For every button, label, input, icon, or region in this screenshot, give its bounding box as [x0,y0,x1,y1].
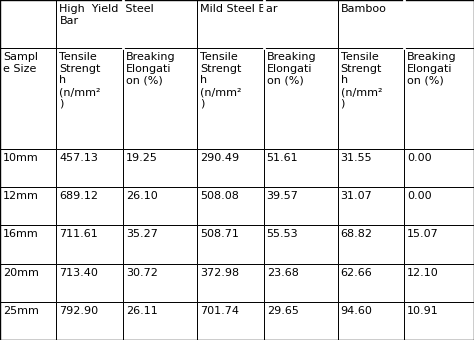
Text: 31.07: 31.07 [340,191,372,201]
Text: 62.66: 62.66 [340,268,372,277]
Text: Tensile
Strengt
h
(n/mm²
): Tensile Strengt h (n/mm² ) [200,52,241,109]
Bar [123,48,197,149]
Text: 12mm: 12mm [3,191,39,201]
Text: 711.61: 711.61 [59,229,98,239]
Bar [123,149,197,187]
Text: 0.00: 0.00 [407,191,432,201]
Text: 15.07: 15.07 [407,229,439,239]
Bar [123,302,197,340]
Bar [337,149,404,187]
Text: 23.68: 23.68 [267,268,299,277]
Bar [337,225,404,264]
Text: 508.71: 508.71 [200,229,239,239]
Bar [56,0,197,48]
Text: Tensile
Strengt
h
(n/mm²
): Tensile Strengt h (n/mm² ) [340,52,382,109]
Bar [56,187,123,225]
Bar [123,225,197,264]
Bar [197,149,264,187]
Text: 35.27: 35.27 [126,229,158,239]
Bar [56,302,123,340]
Bar [404,264,474,302]
Text: 290.49: 290.49 [200,153,239,163]
Bar [404,302,474,340]
Text: Sampl
e Size: Sampl e Size [3,52,38,74]
Text: Breaking
Elongati
on (%): Breaking Elongati on (%) [126,52,176,85]
Text: 51.61: 51.61 [267,153,298,163]
Text: 508.08: 508.08 [200,191,239,201]
Bar [0,225,56,264]
Text: 16mm: 16mm [3,229,39,239]
Bar [404,149,474,187]
Text: 713.40: 713.40 [59,268,98,277]
Text: 29.65: 29.65 [267,306,299,316]
Bar [264,264,337,302]
Text: Bamboo: Bamboo [340,4,386,14]
Text: 19.25: 19.25 [126,153,158,163]
Bar [56,264,123,302]
Text: 10.91: 10.91 [407,306,439,316]
Bar [404,225,474,264]
Text: Breaking
Elongati
on (%): Breaking Elongati on (%) [267,52,316,85]
Bar [264,149,337,187]
Text: 457.13: 457.13 [59,153,98,163]
Bar [404,187,474,225]
Bar [197,264,264,302]
Bar [337,0,474,48]
Bar [337,264,404,302]
Bar [197,0,337,48]
Text: Breaking
Elongati
on (%): Breaking Elongati on (%) [407,52,457,85]
Bar [337,187,404,225]
Text: High  Yield  Steel
Bar: High Yield Steel Bar [59,4,154,26]
Bar [0,264,56,302]
Bar [0,302,56,340]
Text: 25mm: 25mm [3,306,39,316]
Text: 0.00: 0.00 [407,153,432,163]
Bar [264,225,337,264]
Text: 26.10: 26.10 [126,191,158,201]
Bar [0,149,56,187]
Bar [197,302,264,340]
Bar [264,48,337,149]
Bar [123,187,197,225]
Bar [56,149,123,187]
Text: 26.11: 26.11 [126,306,158,316]
Text: 39.57: 39.57 [267,191,299,201]
Bar [337,48,404,149]
Text: 689.12: 689.12 [59,191,99,201]
Bar [0,48,56,149]
Bar [123,264,197,302]
Text: 372.98: 372.98 [200,268,239,277]
Text: 10mm: 10mm [3,153,39,163]
Bar [56,48,123,149]
Bar [264,302,337,340]
Text: 792.90: 792.90 [59,306,99,316]
Text: 31.55: 31.55 [340,153,372,163]
Text: Tensile
Strengt
h
(n/mm²
): Tensile Strengt h (n/mm² ) [59,52,101,109]
Text: 30.72: 30.72 [126,268,158,277]
Bar [264,187,337,225]
Bar [0,0,56,48]
Text: 68.82: 68.82 [340,229,373,239]
Text: 55.53: 55.53 [267,229,298,239]
Text: 701.74: 701.74 [200,306,239,316]
Bar [0,187,56,225]
Text: 94.60: 94.60 [340,306,373,316]
Text: Mild Steel Bar: Mild Steel Bar [200,4,277,14]
Bar [404,48,474,149]
Bar [197,225,264,264]
Bar [337,302,404,340]
Bar [56,225,123,264]
Text: 20mm: 20mm [3,268,39,277]
Bar [197,187,264,225]
Bar [197,48,264,149]
Text: 12.10: 12.10 [407,268,439,277]
